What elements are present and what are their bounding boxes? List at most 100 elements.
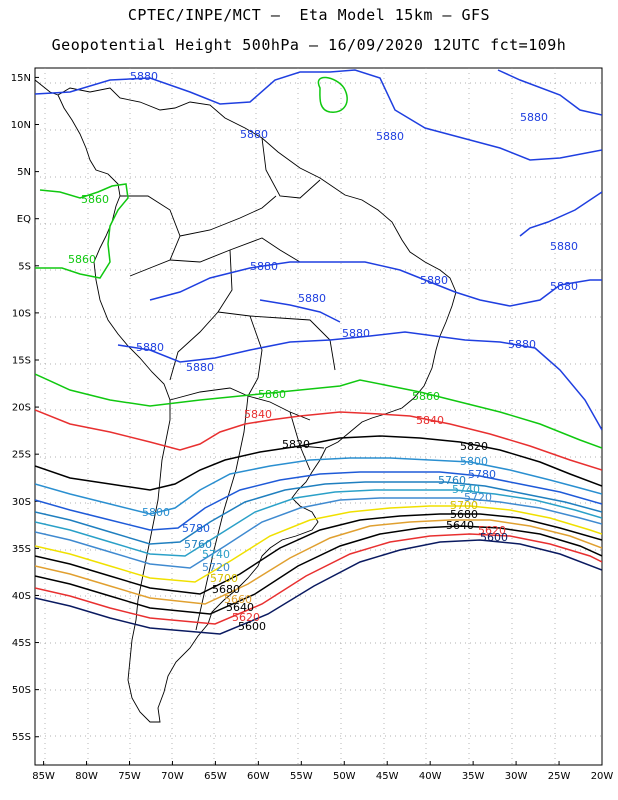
contour-label-5880: 5880	[376, 130, 404, 143]
lon-tick-label: 20W	[591, 771, 614, 782]
contour-label-5880: 5880	[508, 338, 536, 351]
contour-5800	[35, 457, 602, 515]
contour-label-5620: 5620	[478, 524, 506, 537]
lon-tick-label: 50W	[333, 771, 356, 782]
contour-label-5720: 5720	[202, 561, 230, 574]
contour-label-5880: 5880	[420, 274, 448, 287]
contour-5760	[35, 481, 602, 545]
map-frame	[34, 67, 603, 766]
contour-label-5720: 5720	[464, 491, 492, 504]
lat-tick-label: 15S	[12, 355, 31, 366]
contour-5880-south	[117, 331, 602, 431]
contour-label-5880: 5880	[550, 240, 578, 253]
map-title-line-1: CPTEC/INPE/MCT – Eta Model 15km – GFS	[127, 6, 491, 24]
continent-outline	[35, 79, 457, 723]
contour-label-5880: 5880	[186, 361, 214, 374]
contour-5880-north	[35, 69, 602, 161]
contour-label-5700: 5700	[450, 499, 478, 512]
contour-label-5800: 5800	[142, 506, 170, 519]
contour-label-5660: 5660	[224, 593, 252, 606]
contour-label-5880: 5880	[550, 280, 578, 293]
contour-label-5600: 5600	[238, 620, 266, 633]
contour-label-5880: 5880	[520, 111, 548, 124]
contour-label-5780: 5780	[182, 522, 210, 535]
contour-label-5760: 5760	[438, 474, 466, 487]
contour-label-5780: 5780	[468, 468, 496, 481]
contour-5680	[35, 513, 602, 595]
contour-5720	[35, 497, 602, 569]
contour-label-5880: 5880	[240, 128, 268, 141]
contour-5880-ne	[497, 69, 602, 116]
contour-label-5760: 5760	[184, 538, 212, 551]
lon-tick-label: 55W	[290, 771, 313, 782]
contour-label-5620: 5620	[232, 611, 260, 624]
map-title-line-2: Geopotential Height 500hPa – 16/09/2020 …	[51, 36, 567, 54]
contour-label-5880: 5880	[342, 327, 370, 340]
contour-5840	[35, 409, 602, 471]
contour-label-5740: 5740	[452, 483, 480, 496]
lon-tick-label: 40W	[419, 771, 442, 782]
latitude-axis: 15N 10N 5N EQ 5S 10S 15S 20S 25S 30S 35S 40S 45S 50S 5…	[11, 73, 39, 743]
contour-label-5860: 5860	[81, 193, 109, 206]
contour-label-5740: 5740	[202, 548, 230, 561]
lon-tick-label: 60W	[247, 771, 270, 782]
contour-5860-south	[35, 373, 602, 449]
contour-5880-inner	[259, 299, 341, 323]
lat-tick-label: 5S	[18, 261, 31, 272]
contour-5880-central	[149, 261, 602, 307]
contour-label-5700: 5700	[210, 572, 238, 585]
contour-5860-west	[35, 183, 129, 279]
contour-label-5820: 5820	[282, 438, 310, 451]
lat-tick-label: 10N	[11, 120, 31, 131]
lat-tick-label: 10S	[12, 308, 31, 319]
lon-tick-label: 80W	[75, 771, 98, 782]
lon-tick-label: 45W	[376, 771, 399, 782]
lat-tick-label: 20S	[12, 403, 31, 414]
contour-5640	[35, 525, 602, 615]
lon-tick-label: 25W	[548, 771, 571, 782]
contour-label-5880: 5880	[250, 260, 278, 273]
lat-lon-grid	[35, 68, 602, 765]
contour-5820	[35, 435, 602, 491]
lat-tick-label: 15N	[11, 73, 31, 84]
contour-5880-east	[519, 191, 602, 237]
contour-lines	[35, 69, 602, 635]
lat-tick-label: 35S	[12, 544, 31, 555]
contour-label-5860: 5860	[258, 388, 286, 401]
lat-tick-label: 55S	[12, 732, 31, 743]
lat-tick-label: 50S	[12, 685, 31, 696]
lat-tick-label: 40S	[12, 591, 31, 602]
lat-tick-label: 5N	[17, 167, 31, 178]
contour-label-5880: 5880	[130, 70, 158, 83]
contour-label-5680: 5680	[450, 508, 478, 521]
contour-label-5680: 5680	[212, 583, 240, 596]
contour-label-5860: 5860	[68, 253, 96, 266]
contour-label-5820: 5820	[460, 440, 488, 453]
contour-5860-loop-north	[317, 76, 348, 113]
lon-tick-label: 75W	[118, 771, 141, 782]
lat-tick-label: 25S	[12, 450, 31, 461]
lat-tick-label: 30S	[12, 497, 31, 508]
contour-5660	[35, 519, 602, 605]
contour-label-5840: 5840	[244, 408, 272, 421]
contour-5700	[35, 505, 602, 583]
contour-label-5640: 5640	[446, 519, 474, 532]
contour-label-5880: 5880	[136, 341, 164, 354]
lon-tick-label: 85W	[32, 771, 55, 782]
lon-tick-label: 65W	[204, 771, 227, 782]
contour-label-5800: 5800	[460, 455, 488, 468]
contour-5780	[35, 471, 602, 531]
lon-tick-label: 35W	[462, 771, 485, 782]
contour-label-5860: 5860	[412, 390, 440, 403]
lat-tick-label: 45S	[12, 638, 31, 649]
contour-label-5840: 5840	[416, 414, 444, 427]
contour-5620	[35, 533, 602, 625]
contour-5600	[35, 539, 602, 635]
lon-tick-label: 30W	[505, 771, 528, 782]
lat-tick-label: EQ	[17, 214, 31, 225]
longitude-axis: 85W 80W 75W 70W 65W 60W 55W 50W 45W 40W 35W 30W 25W 2…	[32, 761, 613, 782]
contour-label-5880: 5880	[298, 292, 326, 305]
contour-5740	[35, 489, 602, 557]
contour-labels: 5880 5880 5880 5880 5880 5880 5880 5880 …	[68, 70, 578, 633]
